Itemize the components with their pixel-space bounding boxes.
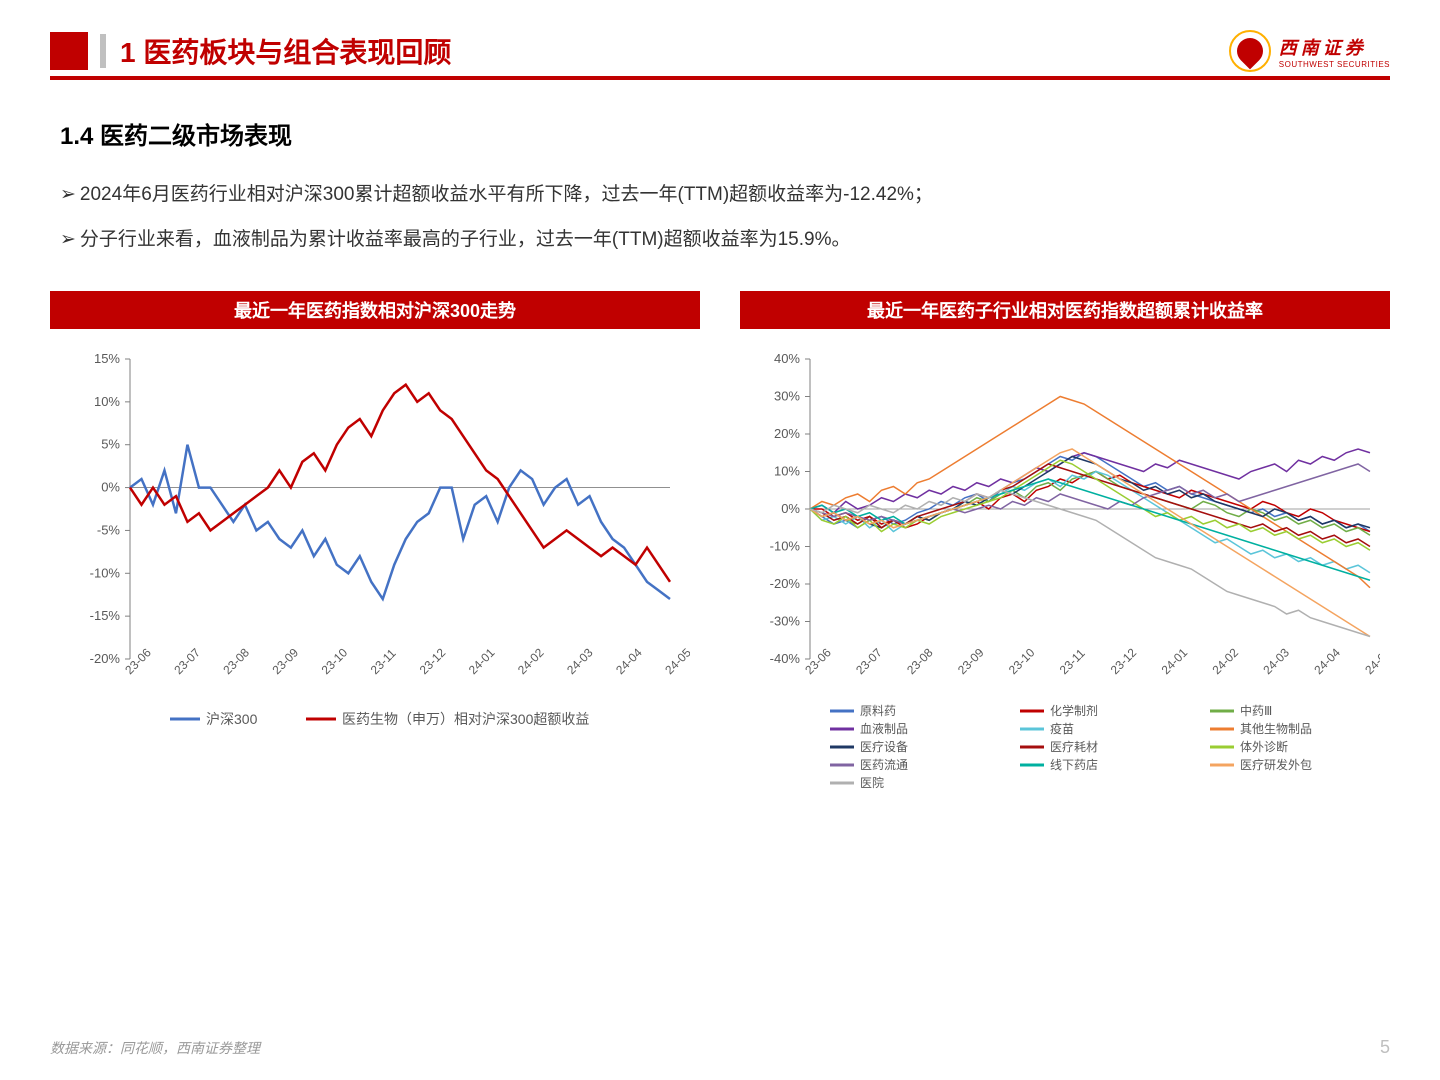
section-title: 1 医药板块与组合表现回顾 bbox=[120, 31, 451, 71]
subtitle: 1.4 医药二级市场表现 bbox=[60, 116, 1440, 151]
svg-text:-20%: -20% bbox=[90, 651, 121, 666]
page-number: 5 bbox=[1380, 1037, 1390, 1058]
svg-text:-40%: -40% bbox=[770, 651, 801, 666]
svg-text:23-10: 23-10 bbox=[319, 645, 351, 677]
chart-right: -40% -30% -20% -10% 0% 10% 20% 30% 40% 23-06 23-07… bbox=[740, 349, 1390, 789]
svg-text:医药流通: 医药流通 bbox=[860, 758, 908, 772]
svg-text:23-12: 23-12 bbox=[1108, 645, 1140, 677]
svg-text:体外诊断: 体外诊断 bbox=[1240, 739, 1288, 754]
svg-text:24-02: 24-02 bbox=[1209, 645, 1241, 677]
svg-text:医疗设备: 医疗设备 bbox=[860, 740, 908, 754]
svg-text:医疗研发外包: 医疗研发外包 bbox=[1240, 757, 1312, 772]
svg-text:40%: 40% bbox=[774, 351, 800, 366]
svg-text:原料药: 原料药 bbox=[860, 704, 896, 718]
bullet-item: 分子行业来看，血液制品为累计收益率最高的子行业，过去一年(TTM)超额收益率为1… bbox=[60, 224, 1440, 251]
svg-text:化学制剂: 化学制剂 bbox=[1050, 703, 1098, 718]
svg-text:23-12: 23-12 bbox=[417, 645, 449, 677]
svg-text:-10%: -10% bbox=[770, 539, 801, 554]
header-rule bbox=[50, 76, 1390, 80]
brand-logo: 西南证券 SOUTHWEST SECURITIES bbox=[1229, 30, 1390, 72]
svg-text:-5%: -5% bbox=[97, 522, 121, 537]
svg-text:10%: 10% bbox=[774, 464, 800, 479]
svg-text:-10%: -10% bbox=[90, 565, 121, 580]
svg-text:23-06: 23-06 bbox=[122, 645, 154, 677]
svg-text:医药生物（申万）相对沪深300超额收益: 医药生物（申万）相对沪深300超额收益 bbox=[342, 711, 589, 727]
bullet-list: 2024年6月医药行业相对沪深300累计超额收益水平有所下降，过去一年(TTM)… bbox=[60, 179, 1440, 251]
svg-text:23-06: 23-06 bbox=[802, 645, 834, 677]
svg-text:中药Ⅲ: 中药Ⅲ bbox=[1240, 703, 1272, 718]
svg-text:24-04: 24-04 bbox=[1311, 645, 1343, 677]
svg-text:-20%: -20% bbox=[770, 576, 801, 591]
svg-text:23-09: 23-09 bbox=[269, 645, 301, 677]
svg-text:23-08: 23-08 bbox=[220, 645, 252, 677]
svg-text:24-01: 24-01 bbox=[1159, 645, 1191, 677]
chart-left: -20% -15% -10% -5% 0% 5% 10% 15% 23-06 23-07 23-08… bbox=[50, 349, 700, 769]
svg-text:24-05: 24-05 bbox=[662, 645, 690, 677]
data-source: 数据来源：同花顺，西南证券整理 bbox=[50, 1038, 260, 1058]
svg-text:24-05: 24-05 bbox=[1362, 645, 1380, 677]
svg-text:24-01: 24-01 bbox=[466, 645, 498, 677]
header: 1 医药板块与组合表现回顾 西南证券 SOUTHWEST SECURITIES bbox=[0, 0, 1440, 72]
svg-text:医院: 医院 bbox=[860, 776, 884, 789]
svg-text:医疗耗材: 医疗耗材 bbox=[1050, 740, 1098, 754]
svg-text:20%: 20% bbox=[774, 426, 800, 441]
svg-text:23-09: 23-09 bbox=[955, 645, 987, 677]
svg-text:23-07: 23-07 bbox=[171, 645, 203, 677]
svg-text:血液制品: 血液制品 bbox=[860, 721, 908, 736]
svg-text:-30%: -30% bbox=[770, 614, 801, 629]
brand-logo-icon bbox=[1229, 30, 1271, 72]
svg-text:其他生物制品: 其他生物制品 bbox=[1240, 722, 1312, 736]
svg-text:疫苗: 疫苗 bbox=[1050, 721, 1074, 736]
brand-name-cn: 西南证券 bbox=[1279, 34, 1390, 60]
chart-left-title: 最近一年医药指数相对沪深300走势 bbox=[50, 291, 700, 329]
svg-text:0%: 0% bbox=[781, 501, 800, 516]
svg-text:23-11: 23-11 bbox=[368, 646, 399, 677]
svg-text:24-04: 24-04 bbox=[613, 645, 645, 677]
svg-text:23-10: 23-10 bbox=[1006, 645, 1038, 677]
svg-text:沪深300: 沪深300 bbox=[206, 711, 258, 727]
svg-text:23-11: 23-11 bbox=[1057, 646, 1088, 677]
svg-text:线下药店: 线下药店 bbox=[1050, 758, 1098, 772]
title-accent-bar bbox=[100, 34, 106, 68]
brand-name-en: SOUTHWEST SECURITIES bbox=[1279, 60, 1390, 69]
title-accent-block bbox=[50, 32, 88, 70]
svg-text:10%: 10% bbox=[94, 394, 120, 409]
svg-text:24-03: 24-03 bbox=[564, 645, 596, 677]
svg-text:-15%: -15% bbox=[90, 608, 121, 623]
svg-text:0%: 0% bbox=[101, 480, 120, 495]
svg-text:5%: 5% bbox=[101, 437, 120, 452]
bullet-item: 2024年6月医药行业相对沪深300累计超额收益水平有所下降，过去一年(TTM)… bbox=[60, 179, 1440, 206]
chart-right-title: 最近一年医药子行业相对医药指数超额累计收益率 bbox=[740, 291, 1390, 329]
svg-text:23-08: 23-08 bbox=[904, 645, 936, 677]
svg-text:24-03: 24-03 bbox=[1260, 645, 1292, 677]
svg-text:24-02: 24-02 bbox=[515, 645, 547, 677]
svg-text:15%: 15% bbox=[94, 351, 120, 366]
svg-text:30%: 30% bbox=[774, 389, 800, 404]
svg-text:23-07: 23-07 bbox=[853, 645, 885, 677]
